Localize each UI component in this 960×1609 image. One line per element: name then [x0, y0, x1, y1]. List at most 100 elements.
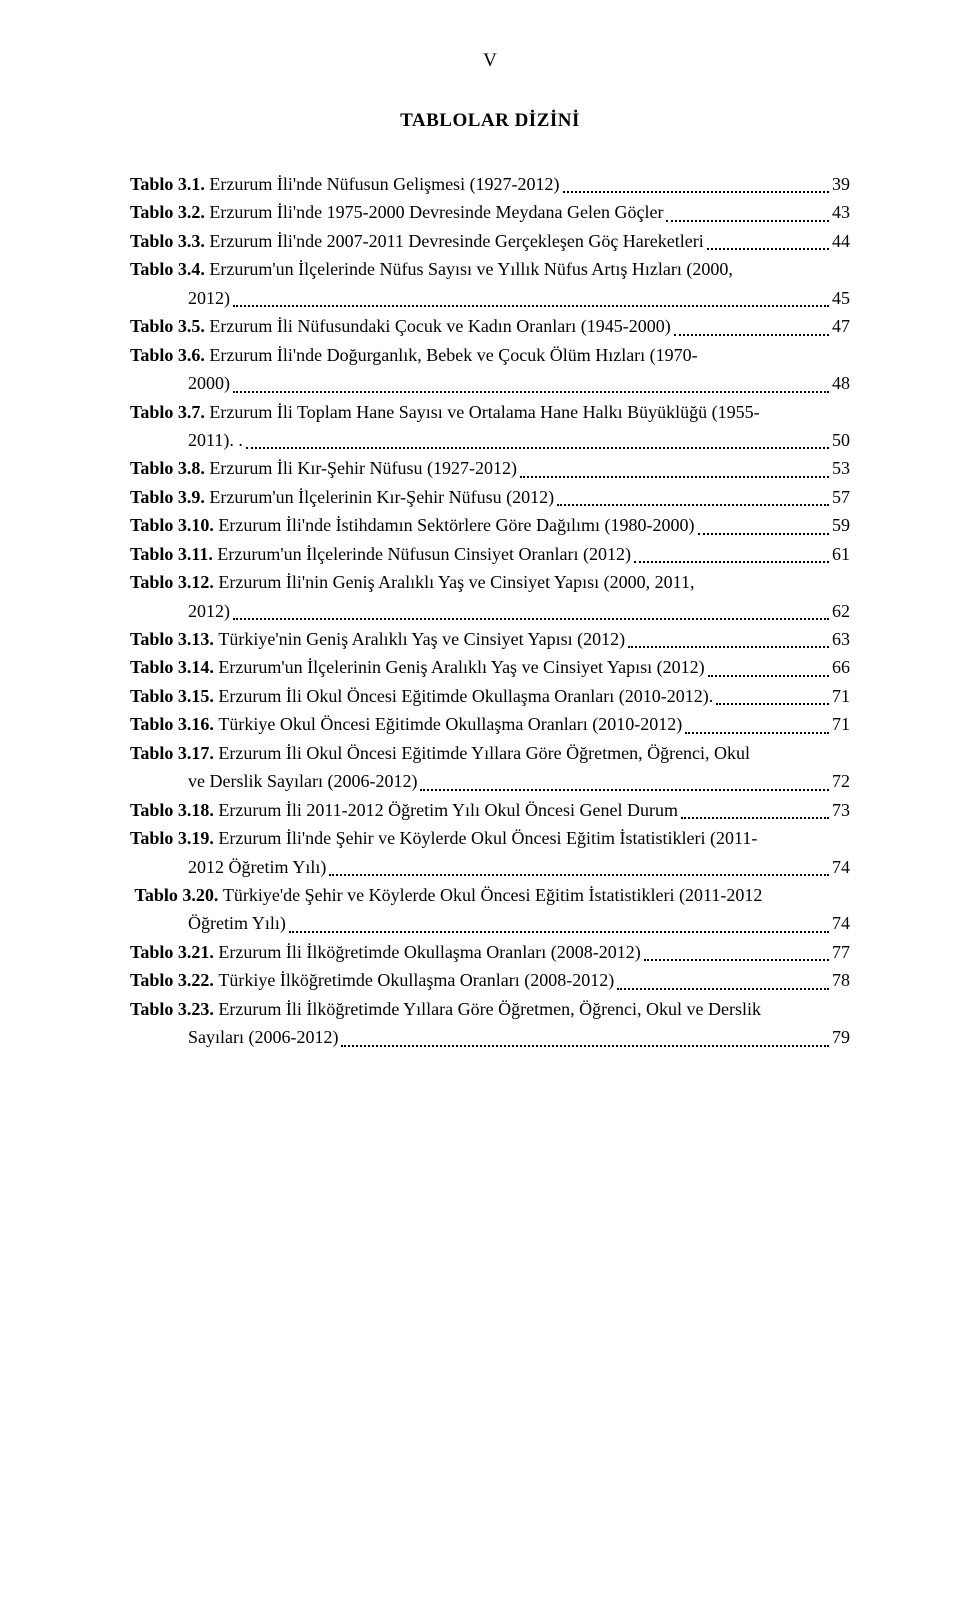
dot-leader [644, 958, 829, 961]
dot-leader [563, 190, 829, 193]
toc-entry-title: Erzurum İli İlköğretimde Yıllara Göre Öğ… [218, 995, 761, 1023]
toc-entry: ve Derslik Sayıları (2006-2012)72 [130, 767, 850, 795]
toc-entry: Tablo 3.21. Erzurum İli İlköğretimde Oku… [130, 938, 850, 966]
toc-entry-page: 39 [832, 170, 850, 198]
toc-entry-label: Tablo 3.20. [130, 881, 223, 909]
toc-entry-title: Sayıları (2006-2012) [188, 1023, 338, 1051]
toc-entry-label: Tablo 3.6. [130, 341, 209, 369]
toc-entry-label: Tablo 3.10. [130, 511, 218, 539]
toc-entry-label: Tablo 3.22. [130, 966, 218, 994]
toc-entry-title: Erzurum İli'nin Geniş Aralıklı Yaş ve Ci… [218, 568, 694, 596]
toc-entry-title: Erzurum'un İlçelerinin Kır-Şehir Nüfusu … [209, 483, 554, 511]
dot-leader [420, 788, 829, 791]
dot-leader [698, 532, 830, 535]
toc-entry: Tablo 3.14. Erzurum'un İlçelerinin Geniş… [130, 653, 850, 681]
toc-entry-title: 2012 Öğretim Yılı) [188, 853, 326, 881]
toc-entry-page: 61 [832, 540, 850, 568]
toc-entry-label: Tablo 3.18. [130, 796, 218, 824]
dot-leader [341, 1044, 829, 1047]
toc-entry-page: 71 [832, 710, 850, 738]
toc-entry-label: Tablo 3.15. [130, 682, 218, 710]
toc-entry-title: Erzurum İli Nüfusundaki Çocuk ve Kadın O… [209, 312, 670, 340]
toc-entry-page: 66 [832, 653, 850, 681]
document-page: V TABLOLAR DİZİNİ Tablo 3.1. Erzurum İli… [0, 0, 960, 1132]
page-numeral: V [130, 50, 850, 72]
toc-entry-page: 53 [832, 454, 850, 482]
toc-entry-title: Türkiye İlköğretimde Okullaşma Oranları … [218, 966, 614, 994]
toc-entry: Tablo 3.17. Erzurum İli Okul Öncesi Eğit… [130, 739, 850, 767]
toc-entry-title: Erzurum İli'nde Nüfusun Gelişmesi (1927-… [209, 170, 559, 198]
toc-entry: Tablo 3.11. Erzurum'un İlçelerinde Nüfus… [130, 540, 850, 568]
toc-entry-title: Erzurum İli'nde Doğurganlık, Bebek ve Ço… [209, 341, 697, 369]
dot-leader [233, 617, 829, 620]
toc-entry-page: 62 [832, 597, 850, 625]
dot-leader [233, 304, 829, 307]
toc-entry-page: 72 [832, 767, 850, 795]
toc-entry-title: Erzurum İli İlköğretimde Okullaşma Oranl… [218, 938, 640, 966]
toc-entry-title: 2011). . [188, 426, 243, 454]
toc-entry-title: Türkiye'nin Geniş Aralıklı Yaş ve Cinsiy… [218, 625, 625, 653]
toc-entry-title: Erzurum'un İlçelerinde Nüfusun Cinsiyet … [217, 540, 631, 568]
dot-leader [520, 475, 829, 478]
toc-entry: 2011). .50 [130, 426, 850, 454]
toc-entry-page: 73 [832, 796, 850, 824]
toc-entry: Tablo 3.2. Erzurum İli'nde 1975-2000 Dev… [130, 198, 850, 226]
toc-entry-title: Türkiye'de Şehir ve Köylerde Okul Öncesi… [223, 881, 762, 909]
toc-entry-title: Erzurum İli'nde Şehir ve Köylerde Okul Ö… [218, 824, 757, 852]
toc-entry-title: Erzurum İli Okul Öncesi Eğitimde Yıllara… [218, 739, 750, 767]
toc-entry-title: Erzurum İli Kır-Şehir Nüfusu (1927-2012) [209, 454, 517, 482]
toc-entry: Tablo 3.19. Erzurum İli'nde Şehir ve Köy… [130, 824, 850, 852]
dot-leader [233, 390, 829, 393]
dot-leader [329, 873, 829, 876]
toc-entry-title: Erzurum İli'nde 1975-2000 Devresinde Mey… [209, 198, 663, 226]
toc-entry-page: 74 [832, 853, 850, 881]
toc-entry-title: 2012) [188, 597, 230, 625]
toc-entry: Tablo 3.20. Türkiye'de Şehir ve Köylerde… [130, 881, 850, 909]
toc-entry-label: Tablo 3.17. [130, 739, 218, 767]
toc-entry-page: 63 [832, 625, 850, 653]
dot-leader [246, 446, 829, 449]
toc-entry-label: Tablo 3.19. [130, 824, 218, 852]
toc-entry: Tablo 3.22. Türkiye İlköğretimde Okullaş… [130, 966, 850, 994]
dot-leader [708, 674, 829, 677]
toc-entry-page: 47 [832, 312, 850, 340]
dot-leader [674, 333, 829, 336]
toc-entry: 2012) 62 [130, 597, 850, 625]
dot-leader [716, 702, 829, 705]
toc-entry-page: 57 [832, 483, 850, 511]
toc-entry-page: 79 [832, 1023, 850, 1051]
toc-entry-title: 2012) [188, 284, 230, 312]
toc-entry-title: Erzurum İli 2011-2012 Öğretim Yılı Okul … [218, 796, 678, 824]
toc-entry-page: 45 [832, 284, 850, 312]
toc-heading: TABLOLAR DİZİNİ [130, 110, 850, 132]
toc-entry: Tablo 3.12. Erzurum İli'nin Geniş Aralık… [130, 568, 850, 596]
dot-leader [666, 219, 829, 222]
toc-entry: Öğretim Yılı)74 [130, 909, 850, 937]
toc-entry-title: Erzurum İli Okul Öncesi Eğitimde Okullaş… [218, 682, 713, 710]
toc-entry-label: Tablo 3.12. [130, 568, 218, 596]
toc-entry-label: Tablo 3.21. [130, 938, 218, 966]
dot-leader [707, 247, 829, 250]
toc-entry-page: 59 [832, 511, 850, 539]
toc-entries: Tablo 3.1. Erzurum İli'nde Nüfusun Geliş… [130, 170, 850, 1052]
toc-entry: Tablo 3.23. Erzurum İli İlköğretimde Yıl… [130, 995, 850, 1023]
toc-entry-label: Tablo 3.5. [130, 312, 209, 340]
dot-leader [634, 560, 829, 563]
dot-leader [617, 987, 829, 990]
toc-entry: Tablo 3.6. Erzurum İli'nde Doğurganlık, … [130, 341, 850, 369]
dot-leader [628, 645, 829, 648]
toc-entry-title: Erzurum İli Toplam Hane Sayısı ve Ortala… [209, 398, 759, 426]
toc-entry-title: Erzurum İli'nde 2007-2011 Devresinde Ger… [209, 227, 703, 255]
toc-entry: Tablo 3.1. Erzurum İli'nde Nüfusun Geliş… [130, 170, 850, 198]
toc-entry: 2012 Öğretim Yılı) 74 [130, 853, 850, 881]
toc-entry: 2000) 48 [130, 369, 850, 397]
toc-entry-title: 2000) [188, 369, 230, 397]
toc-entry: Tablo 3.18. Erzurum İli 2011-2012 Öğreti… [130, 796, 850, 824]
toc-entry-page: 78 [832, 966, 850, 994]
toc-entry-page: 48 [832, 369, 850, 397]
toc-entry: Tablo 3.5. Erzurum İli Nüfusundaki Çocuk… [130, 312, 850, 340]
toc-entry-label: Tablo 3.16. [130, 710, 218, 738]
toc-entry: 2012) 45 [130, 284, 850, 312]
toc-entry-title: Öğretim Yılı) [188, 909, 286, 937]
toc-entry: Sayıları (2006-2012) 79 [130, 1023, 850, 1051]
